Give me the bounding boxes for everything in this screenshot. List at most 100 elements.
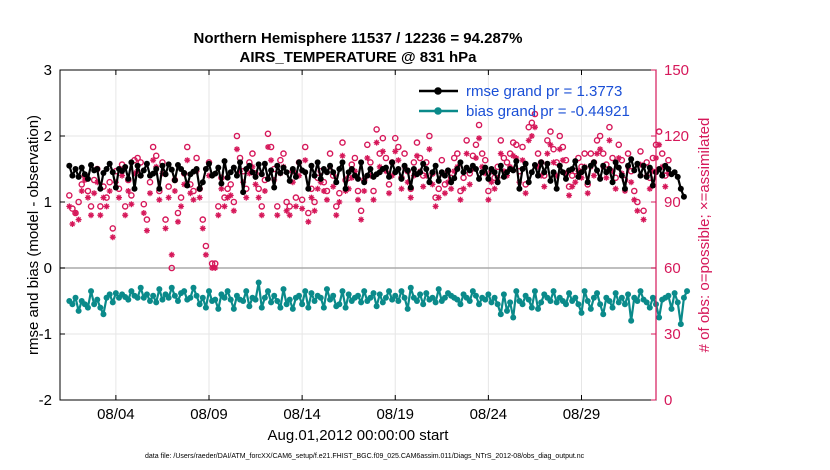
rmse-point xyxy=(398,175,405,182)
rmse-point xyxy=(625,162,632,169)
obs-assimilated-point xyxy=(221,203,228,210)
obs-assimilated-point xyxy=(488,179,495,186)
obs-assimilated-point xyxy=(519,157,526,164)
obs-possible-point xyxy=(528,119,536,127)
obs-assimilated-point xyxy=(562,170,569,177)
bias-point xyxy=(656,314,663,321)
obs-assimilated-point xyxy=(75,216,82,223)
rmse-point xyxy=(615,164,622,171)
bias-point xyxy=(215,305,222,312)
rmse-point xyxy=(361,179,368,186)
obs-assimilated-point xyxy=(594,150,601,157)
obs-assimilated-point xyxy=(510,152,517,159)
obs-assimilated-point xyxy=(445,179,452,186)
obs-possible-point xyxy=(78,181,86,188)
rmse-point xyxy=(386,173,393,180)
bias-point xyxy=(299,301,306,308)
obs-assimilated-point xyxy=(500,168,507,175)
obs-assimilated-point xyxy=(631,196,638,203)
x-tick-label: 08/24 xyxy=(470,406,508,423)
obs-assimilated-point xyxy=(119,172,126,179)
rmse-point xyxy=(460,169,467,176)
obs-possible-point xyxy=(301,143,309,151)
rmse-point xyxy=(233,172,240,179)
bias-point xyxy=(382,294,389,301)
rmse-point xyxy=(382,164,389,171)
obs-possible-point xyxy=(106,178,113,186)
obs-assimilated-point xyxy=(550,159,557,166)
bias-point xyxy=(674,299,681,306)
bias-point xyxy=(370,290,377,297)
obs-possible-point xyxy=(556,132,564,140)
obs-assimilated-point xyxy=(556,146,563,153)
obs-assimilated-point xyxy=(283,207,290,214)
obs-assimilated-point xyxy=(575,168,582,175)
bias-point xyxy=(376,291,383,298)
x-tick-label: 08/29 xyxy=(563,406,601,423)
rmse-point xyxy=(528,169,535,176)
rmse-point xyxy=(69,172,76,179)
bias-point xyxy=(336,301,343,308)
obs-possible-point xyxy=(519,143,526,151)
obs-possible-point xyxy=(177,194,185,201)
bias-point xyxy=(168,284,175,291)
y-right-tick-label: 120 xyxy=(664,128,689,145)
bias-point xyxy=(587,305,594,312)
obs-possible-point xyxy=(438,156,446,164)
bias-point xyxy=(212,296,219,303)
bias-point xyxy=(271,292,278,299)
bias-point xyxy=(432,299,439,306)
y-left-tick-label: 1 xyxy=(44,194,52,211)
rmse-point xyxy=(435,177,442,184)
rmse-point xyxy=(547,177,554,184)
bias-point xyxy=(634,298,641,304)
obs-assimilated-point xyxy=(590,172,597,179)
bias-point xyxy=(600,311,607,318)
obs-assimilated-point xyxy=(392,148,399,155)
rmse-point xyxy=(171,177,178,184)
rmse-point xyxy=(500,173,507,180)
bias-point xyxy=(528,304,535,311)
rmse-point xyxy=(224,174,231,181)
obs-possible-point xyxy=(568,172,576,179)
obs-possible-point xyxy=(596,132,604,140)
y-left-tick-label: 2 xyxy=(44,128,52,145)
bias-point xyxy=(221,294,228,301)
obs-possible-point xyxy=(305,209,312,217)
bias-point xyxy=(519,301,526,308)
rmse-point xyxy=(451,175,458,182)
bias-point xyxy=(513,288,520,295)
rmse-point xyxy=(181,169,188,176)
y-axis-left: -2 -1 0 1 2 3 xyxy=(39,62,65,409)
bias-point xyxy=(159,296,166,303)
rmse-point xyxy=(364,172,371,179)
obs-possible-point xyxy=(609,154,616,162)
rmse-point xyxy=(339,159,346,166)
rmse-point xyxy=(479,169,486,176)
obs-assimilated-point xyxy=(69,221,76,227)
bias-point xyxy=(435,286,442,293)
y-axis-left-label: rmse and bias (model - observation) xyxy=(25,115,42,355)
rmse-point xyxy=(401,162,408,169)
bias-point xyxy=(594,290,601,297)
obs-assimilated-point xyxy=(333,212,340,219)
obs-assimilated-point xyxy=(292,203,299,210)
bias-point xyxy=(137,284,144,291)
bias-point xyxy=(230,305,237,312)
bias-series xyxy=(66,279,691,328)
obs-assimilated-point xyxy=(94,179,101,186)
obs-possible-point xyxy=(233,132,241,140)
rmse-point xyxy=(671,169,678,176)
obs-possible-point xyxy=(364,141,371,149)
obs-possible-point xyxy=(230,198,238,206)
bias-point xyxy=(575,301,582,308)
obs-assimilated-point xyxy=(376,163,383,170)
bias-point xyxy=(401,294,408,301)
bias-point xyxy=(609,304,616,311)
rmse-point xyxy=(553,185,560,192)
rmse-point xyxy=(215,164,222,171)
obs-assimilated-point xyxy=(296,172,303,179)
obs-assimilated-point xyxy=(206,172,212,179)
obs-assimilated-point xyxy=(547,141,554,148)
y-right-tick-label: 90 xyxy=(664,194,681,211)
